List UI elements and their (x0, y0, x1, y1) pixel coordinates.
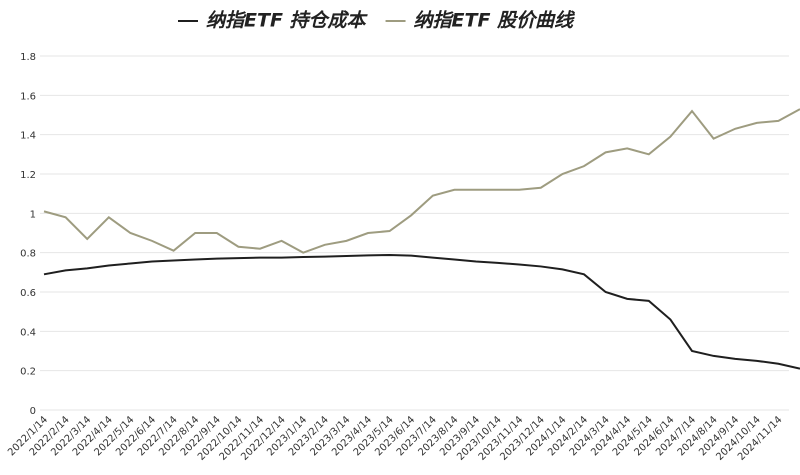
y-tick-label: 1.4 (20, 131, 36, 142)
y-tick-label: 0.6 (20, 288, 36, 299)
legend-label: 纳指ETF 股价曲线 (414, 10, 576, 32)
series-line (43, 108, 800, 254)
y-tick-label: 0 (30, 406, 36, 417)
y-tick-label: 1 (30, 209, 36, 220)
y-tick-label: 0.4 (20, 327, 36, 338)
series-line (43, 254, 800, 370)
y-tick-label: 1.8 (20, 52, 36, 63)
y-tick-label: 1.6 (20, 91, 36, 102)
y-tick-label: 1.2 (20, 170, 36, 181)
legend-label: 纳指ETF 持仓成本 (206, 10, 369, 32)
y-tick-label: 0.8 (20, 249, 36, 260)
y-tick-label: 0.2 (20, 367, 36, 378)
